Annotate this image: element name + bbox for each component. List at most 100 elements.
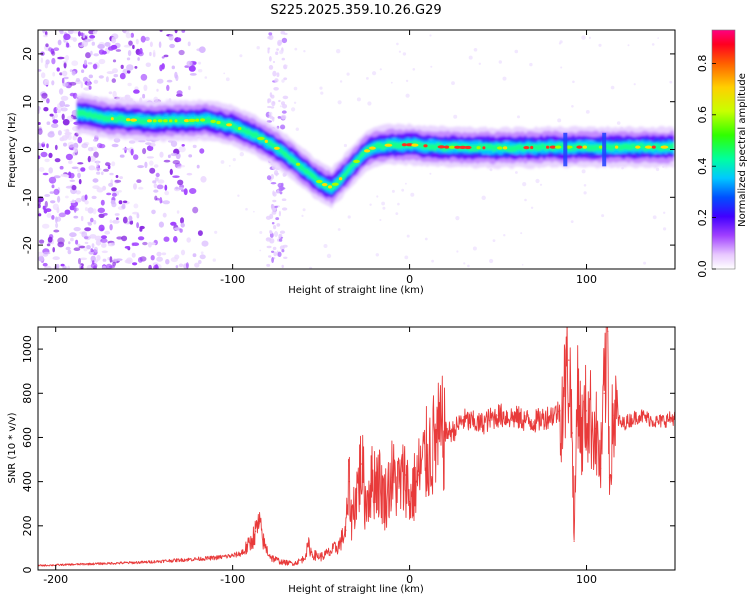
noise-blob [68, 30, 74, 35]
x-tick-label: -200 [43, 273, 68, 286]
noise-blob [320, 91, 324, 95]
noise-blob [52, 247, 55, 253]
snr-point [568, 359, 570, 361]
noise-blob [104, 42, 111, 47]
noise-blob [150, 255, 155, 261]
noise-blob [429, 172, 432, 175]
noise-blob [90, 248, 94, 253]
snr-point [435, 441, 437, 443]
ridge-hotspot [458, 145, 467, 149]
noise-blob [92, 63, 98, 70]
noise-blob [77, 172, 81, 179]
noise-blob [180, 222, 185, 228]
noise-blob [122, 200, 128, 204]
noise-blob [282, 244, 288, 248]
noise-blob [571, 105, 574, 108]
ridge-hotspot [364, 149, 371, 153]
noise-blob [122, 147, 129, 151]
snr-point [249, 542, 251, 545]
noise-blob [189, 73, 197, 76]
noise-blob [56, 263, 60, 269]
noise-blob [643, 261, 647, 265]
noise-blob [38, 142, 42, 150]
noise-blob [181, 30, 186, 33]
noise-blob [163, 159, 171, 163]
noise-blob [154, 177, 159, 182]
noise-blob [429, 34, 432, 37]
noise-blob [278, 99, 281, 103]
noise-blob [98, 75, 104, 79]
noise-blob [149, 41, 153, 48]
snr-point [255, 530, 257, 532]
ridge-hotspot [321, 183, 328, 187]
noise-blob [272, 246, 277, 251]
noise-blob [273, 205, 278, 208]
noise-blob [72, 37, 77, 42]
noise-blob [585, 110, 590, 114]
noise-blob [65, 153, 73, 161]
noise-blob [77, 136, 83, 144]
colorbar-ticks: 0.0 0.2 0.4 0.6 0.8 [696, 55, 716, 278]
noise-blob [356, 97, 361, 102]
noise-blob [166, 79, 173, 83]
noise-blob [116, 217, 119, 221]
ridge-hotspot [163, 119, 168, 123]
colorbar-tick-label: 0.0 [696, 260, 709, 278]
noise-blob [281, 249, 285, 253]
noise-blob [55, 216, 58, 224]
noise-blob [412, 68, 416, 71]
noise-blob [198, 46, 206, 53]
noise-blob [84, 194, 88, 201]
noise-blob [101, 171, 104, 176]
noise-blob [278, 234, 282, 239]
noise-blob [583, 184, 587, 187]
noise-blob [197, 230, 203, 237]
noise-blob [220, 160, 225, 164]
noise-blob [80, 266, 84, 269]
noise-blob [153, 264, 159, 269]
noise-blob [173, 227, 181, 231]
noise-blob [390, 81, 393, 84]
noise-blob [183, 188, 188, 196]
noise-blob [339, 80, 343, 83]
noise-blob [472, 246, 477, 251]
noise-blob [265, 237, 272, 242]
noise-blob [131, 252, 136, 258]
noise-blob [59, 30, 64, 35]
snr-point [179, 559, 181, 561]
noise-blob [140, 35, 146, 43]
noise-blob [265, 215, 272, 220]
noise-blob [502, 76, 507, 81]
noise-blob [456, 250, 459, 253]
ridge-hotspot [554, 145, 562, 149]
noise-blob [67, 141, 75, 148]
noise-blob [111, 33, 119, 40]
noise-blob [58, 88, 64, 95]
noise-blob [53, 188, 60, 195]
noise-blob [581, 35, 586, 40]
noise-blob [137, 165, 145, 169]
noise-blob [91, 41, 96, 46]
noise-blob [178, 49, 185, 56]
noise-blob [366, 77, 369, 80]
noise-blob [214, 230, 218, 234]
noise-blob [127, 82, 132, 87]
noise-blob [280, 114, 287, 120]
noise-blob [45, 59, 50, 65]
noise-blob [102, 185, 107, 191]
noise-blob [61, 70, 68, 77]
noise-blob [69, 179, 76, 182]
noise-blob [269, 92, 273, 98]
noise-blob [94, 235, 103, 241]
noise-blob [651, 43, 655, 46]
snr-point [271, 557, 273, 559]
noise-blob [108, 182, 114, 187]
noise-blob [281, 110, 287, 114]
noise-blob [60, 263, 65, 267]
noise-blob [45, 208, 52, 213]
noise-blob [106, 192, 112, 196]
ridge-hotspot [174, 119, 178, 123]
noise-blob [97, 207, 106, 213]
